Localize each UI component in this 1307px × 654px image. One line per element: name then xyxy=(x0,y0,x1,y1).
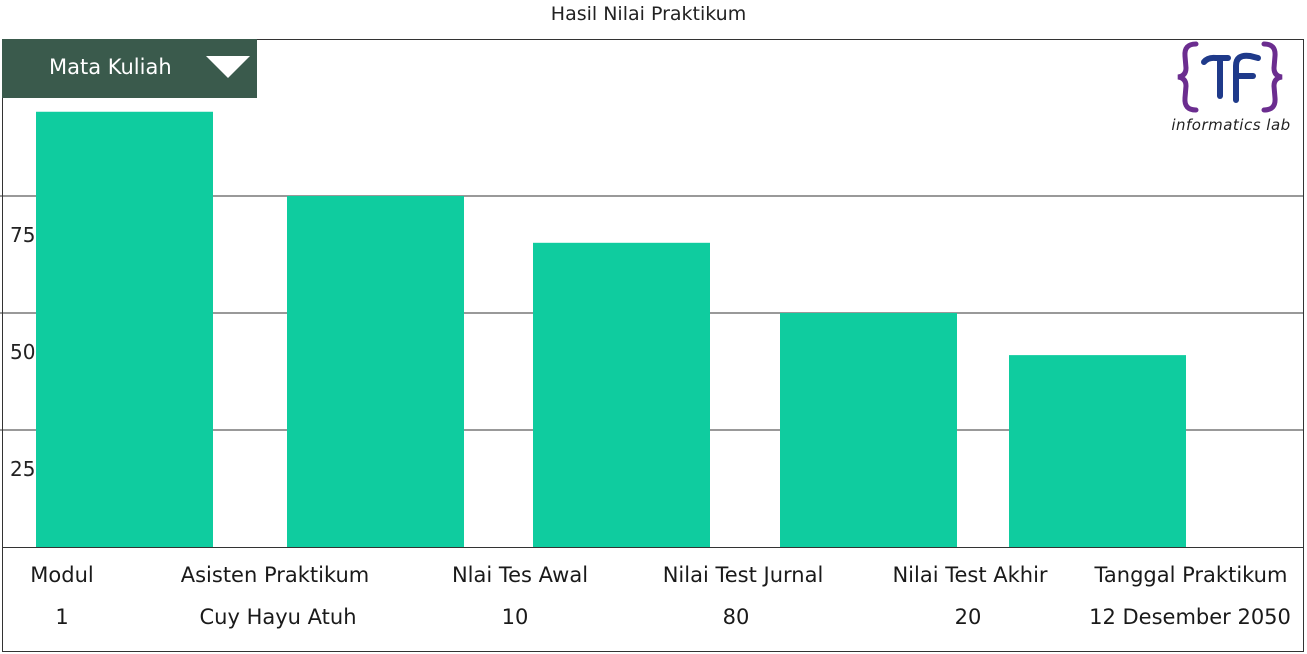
y-tick-label-25: 25 xyxy=(10,457,36,481)
bar-4 xyxy=(780,313,957,547)
logo-mark-icon xyxy=(1177,41,1283,113)
tes-awal-label: Nlai Tes Awal xyxy=(451,563,589,587)
bars xyxy=(36,111,1186,548)
informatics-lab-logo: informatics lab xyxy=(1158,40,1304,136)
logo-text: informatics lab xyxy=(1171,116,1291,134)
mata-kuliah-dropdown[interactable]: Mata Kuliah xyxy=(2,39,257,98)
test-akhir-value: 20 xyxy=(954,605,982,629)
test-jurnal-label: Nilai Test Jurnal xyxy=(662,563,824,587)
tes-awal-value: 10 xyxy=(501,605,529,629)
bar-5 xyxy=(1009,355,1186,547)
chart-frame xyxy=(2,39,1304,652)
page-title: Hasil Nilai Praktikum xyxy=(550,3,747,25)
tanggal-value: 12 Desember 2050 xyxy=(1089,605,1291,629)
asisten-label: Asisten Praktikum xyxy=(180,563,370,587)
test-jurnal-value: 80 xyxy=(722,605,750,629)
y-tick-label-50: 50 xyxy=(10,340,36,364)
y-tick-label-75: 75 xyxy=(10,223,36,247)
info-divider xyxy=(2,547,1304,548)
bar-1 xyxy=(36,111,213,547)
modul-value: 1 xyxy=(55,605,69,629)
modul-label: Modul xyxy=(30,563,94,587)
asisten-value: Cuy Hayu Atuh xyxy=(199,605,357,629)
test-akhir-label: Nilai Test Akhir xyxy=(892,563,1048,587)
bar-3 xyxy=(533,242,710,548)
dropdown-label: Mata Kuliah xyxy=(49,55,172,79)
triangle-down-icon[interactable] xyxy=(206,56,250,78)
bar-2 xyxy=(287,196,464,547)
tanggal-label: Tanggal Praktikum xyxy=(1094,563,1288,587)
